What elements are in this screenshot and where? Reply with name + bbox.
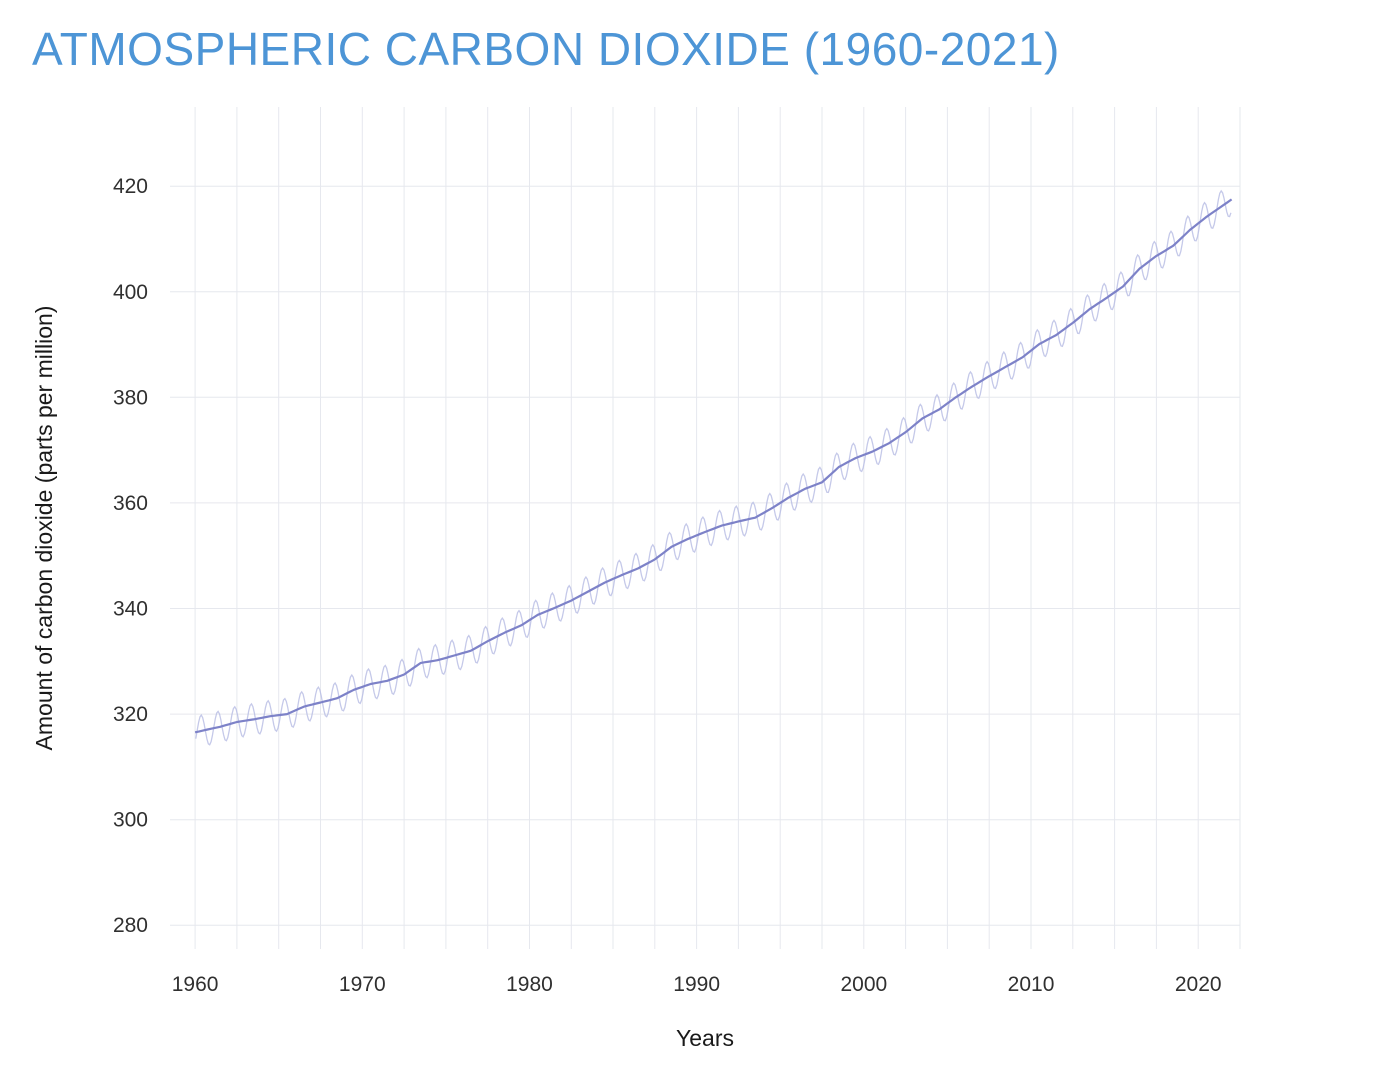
gridlines: [170, 106, 1241, 949]
x-tick-label: 2000: [840, 973, 887, 996]
co2-line-chart: 280 300 320 340 360 380 400 420 1960 1970 1980 1990…: [31, 106, 1241, 1051]
y-tick-label: 340: [113, 597, 148, 620]
y-tick-label: 300: [113, 808, 148, 831]
y-tick-label: 360: [113, 492, 148, 515]
x-tick-label: 1980: [506, 973, 553, 996]
x-tick-label: 1990: [673, 973, 720, 996]
y-tick-label: 380: [113, 386, 148, 409]
x-tick-label: 2010: [1008, 973, 1055, 996]
x-tick-label: 1970: [339, 973, 386, 996]
y-tick-label: 420: [113, 175, 148, 198]
y-tick-label: 400: [113, 280, 148, 303]
trend-co2-line: [194, 198, 1233, 733]
x-axis-label: Years: [676, 1025, 734, 1051]
chart-title: ATMOSPHERIC CARBON DIOXIDE (1960-2021): [32, 23, 1060, 75]
x-tick-label: 1960: [172, 973, 219, 996]
x-tick-label: 2020: [1175, 973, 1222, 996]
tick-labels: 280 300 320 340 360 380 400 420 1960 1970 1980 1990…: [113, 175, 1222, 996]
y-tick-label: 280: [113, 914, 148, 937]
y-axis-label: Amount of carbon dioxide (parts per mill…: [31, 305, 57, 750]
seasonal-co2-line: [195, 189, 1232, 746]
y-tick-label: 320: [113, 703, 148, 726]
